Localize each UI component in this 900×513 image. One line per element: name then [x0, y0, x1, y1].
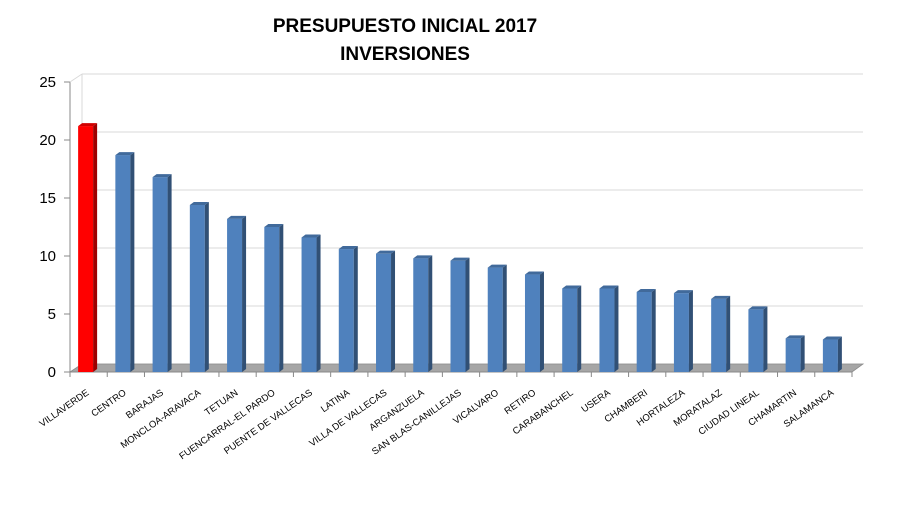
bar-front: [487, 267, 503, 372]
bar-side: [316, 234, 321, 372]
bar-latina: [338, 246, 358, 372]
bar-side: [502, 264, 507, 372]
bar-side: [614, 285, 619, 372]
bar-front: [636, 291, 652, 372]
bar-front: [748, 309, 764, 372]
bar-front: [524, 274, 540, 372]
bar-fuencarral-el-pardo: [264, 224, 284, 372]
bar-side: [726, 295, 731, 372]
bar-top: [599, 285, 619, 289]
bar-top: [338, 246, 358, 250]
bar-side: [391, 250, 396, 372]
bar-chamartin: [785, 335, 805, 372]
bar-front: [599, 288, 615, 372]
bar-centro: [115, 152, 135, 372]
x-tick-label: VILLAVERDE: [38, 387, 92, 429]
bar-top: [711, 295, 731, 299]
y-tick-label: 5: [48, 306, 56, 323]
bar-top: [301, 234, 321, 238]
bar-front: [450, 260, 466, 372]
bar-arganzuela: [413, 255, 433, 372]
x-tick-label: CENTRO: [89, 387, 128, 419]
y-tick-label: 10: [39, 248, 56, 265]
bar-moratalaz: [711, 295, 731, 372]
bar-top: [152, 174, 172, 178]
y-tick-label: 15: [39, 190, 56, 207]
bar-front: [78, 126, 94, 372]
bar-front: [413, 258, 429, 372]
bar-side: [763, 306, 768, 372]
bar-top: [78, 123, 98, 127]
y-tick-label: 20: [39, 132, 56, 149]
bar-front: [301, 237, 317, 372]
bar-top: [785, 335, 805, 339]
bar-side: [837, 336, 842, 372]
bar-front: [227, 218, 243, 372]
y-tick-label: 25: [39, 74, 56, 91]
bar-side: [242, 215, 247, 372]
bar-top: [487, 264, 507, 268]
bar-top: [524, 271, 544, 275]
bar-front: [152, 177, 168, 372]
bar-top: [636, 288, 656, 292]
bar-moncloa-aravaca: [189, 201, 209, 372]
bar-top: [115, 152, 135, 156]
bar-front: [673, 293, 689, 372]
bar-side: [577, 285, 582, 372]
bar-top: [376, 250, 396, 254]
bar-carabanchel: [562, 285, 582, 372]
bar-side: [130, 152, 135, 372]
bar-front: [264, 227, 280, 372]
bar-side: [688, 290, 693, 372]
bar-front: [822, 339, 838, 372]
x-tick-label: USERA: [580, 387, 614, 415]
bar-top: [822, 336, 842, 340]
bar-puente-de-vallecas: [301, 234, 321, 372]
bar-side: [539, 271, 544, 372]
bar-vicalvaro: [487, 264, 507, 372]
bar-side: [651, 288, 656, 372]
bar-side: [428, 255, 433, 372]
bar-top: [227, 215, 247, 219]
bar-side: [353, 246, 358, 372]
bar-barajas: [152, 174, 172, 372]
bar-side: [800, 335, 805, 372]
x-tick-label: LATINA: [319, 387, 353, 415]
bar-top: [264, 224, 284, 227]
y-axis-top-edge: [69, 73, 83, 83]
bar-top: [189, 201, 209, 205]
bar-chamberi: [636, 288, 656, 372]
bar-salamanca: [822, 336, 842, 372]
bar-top: [748, 306, 768, 310]
bar-ciudad-lineal: [748, 306, 768, 372]
bar-front: [189, 204, 205, 372]
bar-front: [785, 338, 801, 372]
bar-front: [562, 288, 578, 372]
chart-subtitle: INVERSIONES: [340, 44, 470, 65]
bar-top: [450, 257, 470, 261]
bar-villa-de-vallecas: [376, 250, 396, 372]
bar-side: [93, 123, 98, 372]
y-tick-label: 0: [48, 364, 56, 381]
bar-side: [167, 174, 172, 372]
bar-side: [204, 201, 209, 372]
bar-front: [115, 155, 131, 372]
bar-front: [338, 249, 354, 372]
bar-tetuan: [227, 215, 247, 372]
bar-villaverde: [78, 123, 98, 372]
bar-hortaleza: [673, 290, 693, 372]
bar-san-blas-canillejas: [450, 257, 470, 372]
bar-side: [465, 257, 470, 372]
bar-top: [562, 285, 582, 289]
chart-title: PRESUPUESTO INICIAL 2017: [272, 16, 538, 37]
bar-retiro: [524, 271, 544, 372]
bar-top: [673, 290, 693, 294]
bar-usera: [599, 285, 619, 372]
bar-side: [279, 224, 284, 372]
bar-front: [711, 298, 727, 372]
bar-top: [413, 255, 433, 259]
bar-front: [376, 253, 392, 372]
